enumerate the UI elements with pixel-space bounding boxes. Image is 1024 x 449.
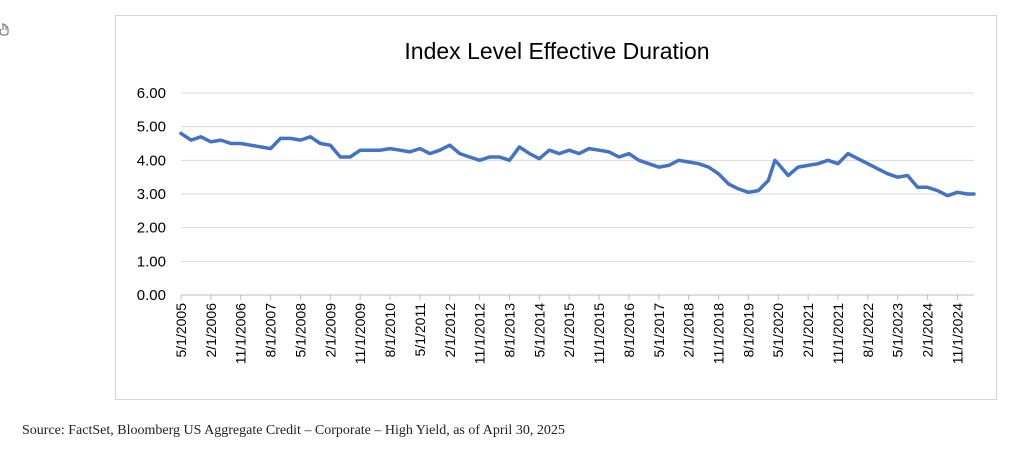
x-tick-label: 2/1/2021 — [800, 303, 816, 358]
duration-line-chart: Index Level Effective Duration 0.00 1.00 2… — [137, 38, 976, 364]
x-tick-label: 8/1/2022 — [860, 303, 876, 358]
y-axis: 0.00 1.00 2.00 3.00 4.00 5.00 6.00 — [137, 85, 166, 304]
x-tick-label: 8/1/2010 — [382, 303, 398, 358]
x-tick-label: 5/1/2020 — [770, 303, 786, 358]
x-tick-label: 11/1/2021 — [830, 303, 846, 364]
x-tick-label: 2/1/2009 — [322, 303, 338, 358]
x-tick-label: 11/1/2012 — [472, 303, 488, 364]
x-tick-label: 11/1/2015 — [591, 303, 607, 364]
x-tick-label: 2/1/2015 — [561, 303, 577, 358]
chart-frame: Index Level Effective Duration 0.00 1.00 2… — [115, 15, 997, 400]
source-note: Source: FactSet, Bloomberg US Aggregate … — [22, 423, 565, 438]
chart-title: Index Level Effective Duration — [404, 38, 709, 64]
x-tick-label: 2/1/2006 — [203, 303, 219, 358]
x-tick-label: 5/1/2011 — [412, 303, 428, 357]
y-tick-label: 3.00 — [137, 186, 166, 203]
x-tick-label: 5/1/2023 — [890, 303, 906, 358]
x-axis: 5/1/2005 2/1/2006 11/1/2006 8/1/2007 5/1/200… — [173, 295, 965, 364]
hand-pointer-icon — [0, 23, 9, 36]
x-tick-label: 5/1/2014 — [531, 303, 547, 358]
x-tick-label: 5/1/2017 — [651, 303, 667, 358]
y-tick-label: 4.00 — [137, 152, 166, 169]
series-line-effective-duration — [179, 131, 976, 198]
x-tick-label: 11/1/2018 — [711, 303, 727, 364]
x-tick-label: 8/1/2019 — [740, 303, 756, 358]
series-layer — [179, 131, 976, 198]
x-tick-label: 8/1/2016 — [621, 303, 637, 358]
y-tick-label: 0.00 — [137, 287, 166, 304]
x-tick-label: 2/1/2024 — [920, 303, 936, 358]
x-tick-label: 8/1/2013 — [501, 303, 517, 358]
gridlines — [181, 92, 974, 296]
y-tick-label: 2.00 — [137, 220, 166, 237]
x-tick-label: 5/1/2005 — [173, 303, 189, 358]
x-tick-label: 2/1/2018 — [681, 303, 697, 358]
x-tick-label: 11/1/2024 — [949, 303, 965, 364]
x-tick-label: 2/1/2012 — [442, 303, 458, 358]
y-tick-label: 5.00 — [137, 119, 166, 136]
x-tick-label: 5/1/2008 — [292, 303, 308, 358]
x-tick-label: 8/1/2007 — [263, 303, 279, 358]
y-tick-label: 6.00 — [137, 85, 166, 102]
x-tick-label: 11/1/2009 — [352, 303, 368, 364]
x-tick-label: 11/1/2006 — [233, 303, 249, 364]
y-tick-label: 1.00 — [137, 253, 166, 270]
